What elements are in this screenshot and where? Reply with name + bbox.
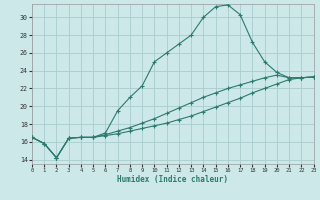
X-axis label: Humidex (Indice chaleur): Humidex (Indice chaleur)	[117, 175, 228, 184]
